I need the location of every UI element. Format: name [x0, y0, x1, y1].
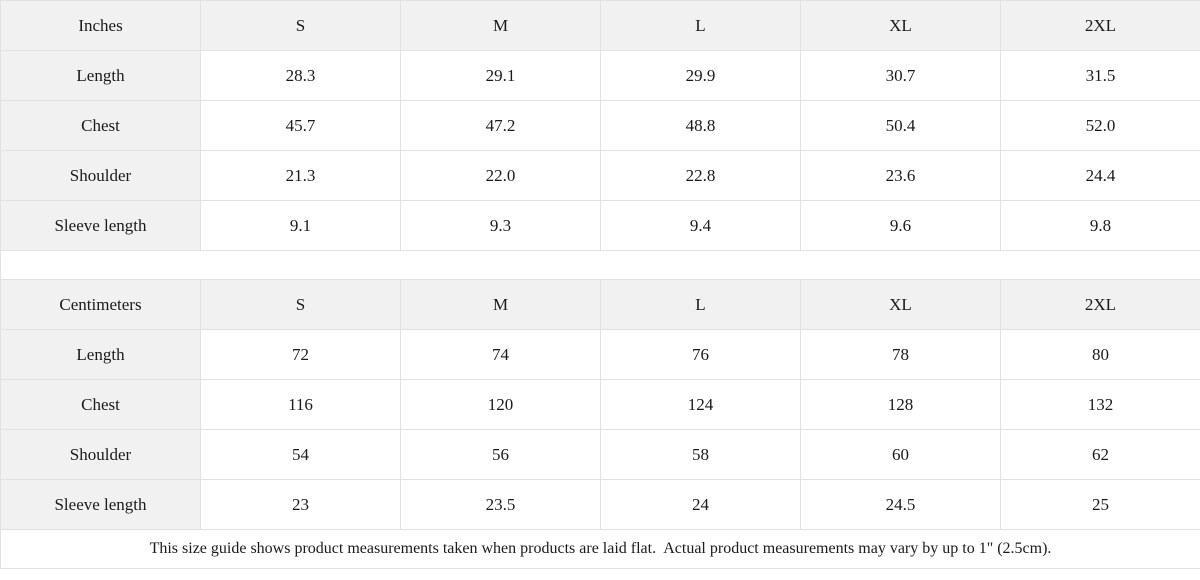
row-label-cell: Length: [0, 329, 201, 380]
value-cell: 76: [600, 329, 801, 380]
inches-header-row: Inches S M L XL 2XL: [0, 0, 1200, 51]
value-cell: 23.6: [800, 150, 1001, 201]
row-label-cell: Sleeve length: [0, 200, 201, 251]
value-cell: 29.1: [400, 50, 601, 101]
row-label-cell: Chest: [0, 100, 201, 151]
value-cell: 60: [800, 429, 1001, 480]
value-cell: 54: [200, 429, 401, 480]
value-cell: 30.7: [800, 50, 1001, 101]
unit-header-cell: Inches: [0, 0, 201, 51]
measurement-row: Sleeve length 9.1 9.3 9.4 9.6 9.8: [0, 200, 1200, 251]
value-cell: 9.3: [400, 200, 601, 251]
value-cell: 23.5: [400, 479, 601, 530]
measurement-row: Length 72 74 76 78 80: [0, 329, 1200, 380]
centimeters-header-row: Centimeters S M L XL 2XL: [0, 279, 1200, 330]
footer-note: This size guide shows product measuremen…: [0, 529, 1200, 569]
spacer-cell: [0, 250, 1200, 280]
footer-row: This size guide shows product measuremen…: [0, 529, 1200, 569]
size-header-cell: 2XL: [1000, 0, 1200, 51]
size-header-cell: S: [200, 279, 401, 330]
value-cell: 74: [400, 329, 601, 380]
value-cell: 50.4: [800, 100, 1001, 151]
value-cell: 116: [200, 379, 401, 430]
value-cell: 45.7: [200, 100, 401, 151]
size-header-cell: M: [400, 0, 601, 51]
value-cell: 47.2: [400, 100, 601, 151]
measurement-row: Chest 45.7 47.2 48.8 50.4 52.0: [0, 100, 1200, 151]
value-cell: 52.0: [1000, 100, 1200, 151]
value-cell: 80: [1000, 329, 1200, 380]
value-cell: 25: [1000, 479, 1200, 530]
value-cell: 9.4: [600, 200, 801, 251]
size-header-cell: L: [600, 279, 801, 330]
measurement-row: Chest 116 120 124 128 132: [0, 379, 1200, 430]
value-cell: 58: [600, 429, 801, 480]
row-label-cell: Shoulder: [0, 429, 201, 480]
size-header-cell: 2XL: [1000, 279, 1200, 330]
row-label-cell: Length: [0, 50, 201, 101]
size-header-cell: S: [200, 0, 401, 51]
value-cell: 48.8: [600, 100, 801, 151]
value-cell: 62: [1000, 429, 1200, 480]
value-cell: 56: [400, 429, 601, 480]
value-cell: 22.0: [400, 150, 601, 201]
value-cell: 9.8: [1000, 200, 1200, 251]
row-label-cell: Shoulder: [0, 150, 201, 201]
value-cell: 9.6: [800, 200, 1001, 251]
value-cell: 31.5: [1000, 50, 1200, 101]
value-cell: 24.5: [800, 479, 1001, 530]
value-cell: 29.9: [600, 50, 801, 101]
size-header-cell: M: [400, 279, 601, 330]
value-cell: 23: [200, 479, 401, 530]
measurement-row: Shoulder 21.3 22.0 22.8 23.6 24.4: [0, 150, 1200, 201]
size-header-cell: L: [600, 0, 801, 51]
value-cell: 78: [800, 329, 1001, 380]
row-label-cell: Chest: [0, 379, 201, 430]
spacer-row: [0, 250, 1200, 280]
size-header-cell: XL: [800, 0, 1001, 51]
row-label-cell: Sleeve length: [0, 479, 201, 530]
size-header-cell: XL: [800, 279, 1001, 330]
value-cell: 24.4: [1000, 150, 1200, 201]
value-cell: 132: [1000, 379, 1200, 430]
measurement-row: Shoulder 54 56 58 60 62: [0, 429, 1200, 480]
measurement-row: Length 28.3 29.1 29.9 30.7 31.5: [0, 50, 1200, 101]
unit-header-cell: Centimeters: [0, 279, 201, 330]
value-cell: 72: [200, 329, 401, 380]
value-cell: 124: [600, 379, 801, 430]
value-cell: 21.3: [200, 150, 401, 201]
value-cell: 28.3: [200, 50, 401, 101]
value-cell: 128: [800, 379, 1001, 430]
value-cell: 9.1: [200, 200, 401, 251]
measurement-row: Sleeve length 23 23.5 24 24.5 25: [0, 479, 1200, 530]
value-cell: 24: [600, 479, 801, 530]
value-cell: 120: [400, 379, 601, 430]
value-cell: 22.8: [600, 150, 801, 201]
